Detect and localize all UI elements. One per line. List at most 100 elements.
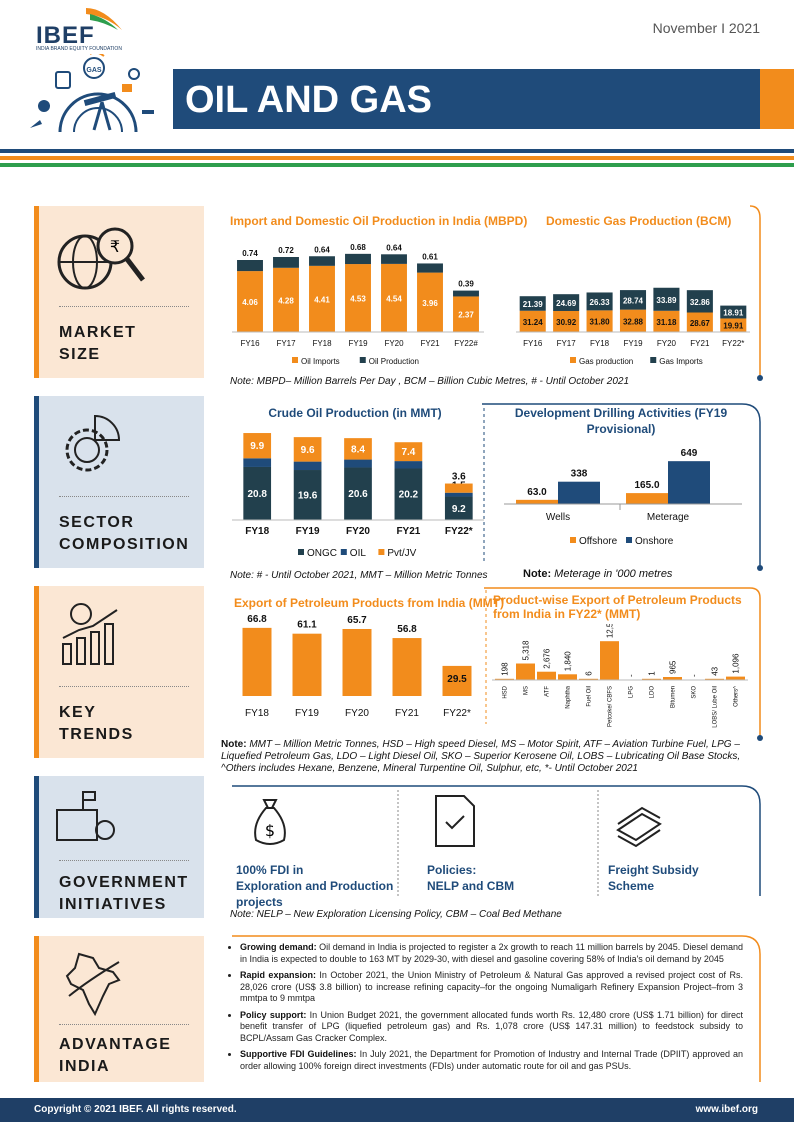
legend-swatch	[650, 357, 657, 363]
tick-label: HSD	[503, 685, 509, 698]
government-frame	[232, 785, 761, 896]
data-label: 32.86	[690, 298, 711, 307]
tick-label: FY18	[312, 339, 332, 348]
gi-item-policies: Policies: NELP and CBM	[427, 863, 515, 893]
data-label: 43	[711, 666, 720, 675]
gas-badge: GAS	[86, 67, 102, 74]
data-label: 3.96	[422, 299, 438, 308]
data-label: 4.41	[314, 295, 330, 304]
tick-label: LDO	[650, 686, 656, 699]
data-label: 26.33	[590, 298, 611, 307]
section-label-trends: TRENDS	[59, 726, 134, 743]
legend-swatch	[378, 549, 385, 555]
stripe-green	[0, 163, 794, 167]
svg-text:₹: ₹	[110, 237, 120, 256]
data-label: 1,840	[564, 651, 573, 672]
bar-ongc	[243, 466, 272, 520]
crude-oil-chart: 20.83.49.9FY1819.63.39.6FY1920.63.18.4FY…	[232, 433, 484, 559]
drill-chart-title-line1: Development Drilling Activities (FY19	[514, 406, 728, 420]
tick-label: FY22*	[445, 526, 473, 537]
tick-label: FY20	[384, 339, 404, 348]
tick-label: FY17	[276, 339, 296, 348]
gas-production-chart: 31.24 21.39 FY16 30.92 24.69 FY17 31.80 26.33 FY…	[516, 287, 750, 366]
tick-label: MS	[524, 686, 530, 695]
bar	[242, 627, 272, 696]
bar-pvt-jv	[394, 442, 423, 462]
drill-note: Note: Meterage in '000 metres	[523, 568, 673, 580]
bar-gas-imports	[519, 296, 546, 311]
data-label: 965	[669, 660, 678, 674]
data-label: 0.64	[314, 245, 330, 254]
legend-label: ONGC	[307, 548, 337, 559]
trends-frame	[484, 587, 763, 741]
data-label: 4.54	[386, 294, 402, 303]
bar-oil	[243, 458, 272, 467]
bar-oil-production	[417, 263, 443, 273]
bar-oil-production	[381, 254, 407, 264]
bar-oil-production	[237, 260, 263, 272]
legend-label: Onshore	[635, 536, 674, 547]
gas-chart-title: Domestic Gas Production (BCM)	[546, 214, 732, 228]
title-accent	[760, 69, 794, 129]
tick-label: FY22*	[722, 339, 744, 348]
section-government-initiatives: GOVERNMENT INITIATIVES	[34, 776, 204, 918]
section-label-key: KEY	[59, 704, 97, 721]
data-label: 63.0	[527, 487, 547, 498]
advantage-item: Supportive FDI Guidelines: In July 2021,…	[240, 1049, 743, 1072]
data-label: 61.1	[297, 620, 317, 631]
data-label: 65.7	[347, 615, 367, 626]
section-label-initiatives: INITIATIVES	[59, 896, 167, 913]
tick-label: FY18	[245, 708, 269, 719]
bar	[342, 628, 372, 696]
drill-chart-title-line2: Provisional)	[586, 422, 656, 436]
government-note: Note: NELP – New Exploration Licensing P…	[230, 909, 562, 920]
bar-oil-imports	[381, 263, 407, 332]
data-label: 4.53	[350, 295, 366, 304]
data-label: 24.69	[556, 299, 577, 308]
legend-swatch	[292, 357, 298, 363]
data-label: 338	[571, 469, 588, 480]
logo-swoosh-icon	[86, 8, 122, 30]
tick-label: Wells	[546, 512, 570, 523]
data-label: -	[627, 674, 636, 677]
tick-label: LOBS/ Lube Oil	[713, 686, 719, 728]
legend-label: Oil Production	[369, 357, 419, 366]
bar	[558, 674, 577, 680]
data-label: 31.24	[523, 318, 544, 327]
data-label: 28.67	[690, 319, 711, 328]
footer-link[interactable]: www.ibef.org	[695, 1104, 758, 1115]
bar-gas-imports	[553, 294, 580, 311]
bar-oil	[394, 461, 423, 469]
bar-oil-imports	[309, 265, 335, 332]
tick-label: FY17	[557, 339, 577, 348]
legend-label: Gas production	[579, 357, 633, 366]
market-size-frame	[749, 205, 763, 381]
money-bag-icon: $	[254, 799, 286, 845]
data-label: 2.37	[458, 311, 474, 320]
section-label-market: MARKET	[59, 324, 137, 341]
advantage-list: Growing demand: Oil demand in India is p…	[228, 942, 743, 1077]
bar-oil-production	[309, 256, 335, 266]
bar-oil-imports	[453, 296, 479, 332]
bar-gas-imports	[686, 290, 713, 313]
section-advantage-india: ADVANTAGE INDIA	[34, 936, 204, 1082]
bar-gas-production	[619, 309, 647, 332]
bar-oil	[444, 492, 473, 497]
sector-note: Note: # - Until October 2021, MMT – Mill…	[230, 570, 488, 581]
bar	[292, 633, 322, 696]
data-label: 0.72	[278, 246, 294, 255]
bar	[705, 678, 724, 680]
section-market-size: ₹ MARKET SIZE	[34, 206, 204, 378]
policy-document-icon	[435, 795, 475, 847]
data-label: 5,318	[522, 640, 531, 661]
trends-note: Note: MMT – Million Metric Tonnes, HSD –…	[221, 739, 741, 774]
advantage-item: Rapid expansion: In October 2021, the Un…	[240, 970, 743, 1005]
tick-label: FY21	[690, 339, 710, 348]
data-label: 56.8	[397, 624, 417, 635]
bar-oil-production	[273, 257, 299, 268]
legend-swatch	[626, 537, 632, 543]
data-label: 1	[648, 671, 657, 676]
bar	[537, 671, 556, 680]
data-label: 9.2	[452, 504, 466, 515]
crude-chart-title: Crude Oil Production (in MMT)	[268, 406, 442, 420]
